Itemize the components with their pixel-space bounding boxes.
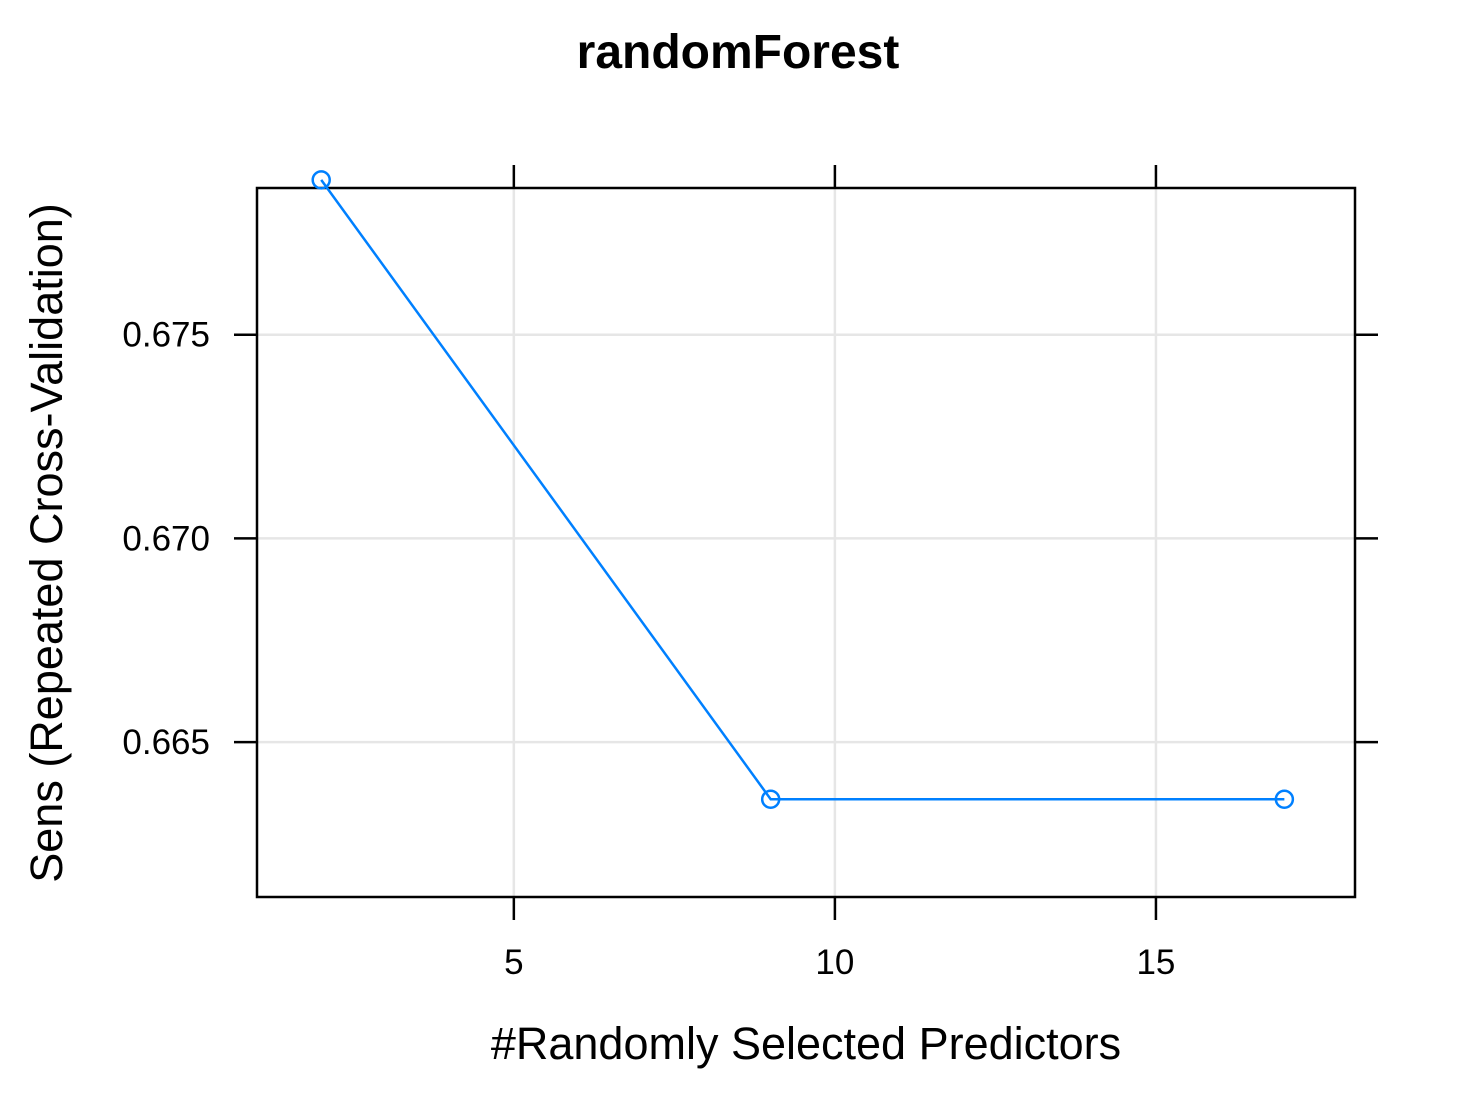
data-series xyxy=(311,170,1295,809)
x-tick-label: 15 xyxy=(1136,943,1175,982)
series-line xyxy=(320,179,1285,801)
y-axis-label: Sens (Repeated Cross-Validation) xyxy=(21,203,72,883)
y-tick-label: 0.665 xyxy=(122,723,210,762)
data-point xyxy=(1274,789,1295,809)
x-tick-label: 10 xyxy=(815,943,854,982)
x-tick-label: 5 xyxy=(504,943,523,982)
y-tick-label: 0.670 xyxy=(122,519,210,558)
axis-ticks: 5 10 15 0.665 0.670 0.675 xyxy=(122,165,1378,982)
y-tick-label: 0.675 xyxy=(122,316,210,355)
chart-title: randomForest xyxy=(577,26,900,79)
data-point xyxy=(760,789,781,809)
x-axis-label: #Randomly Selected Predictors xyxy=(491,1018,1121,1069)
grid xyxy=(257,188,1355,897)
plot-frame xyxy=(255,186,1357,899)
data-point xyxy=(311,170,331,190)
